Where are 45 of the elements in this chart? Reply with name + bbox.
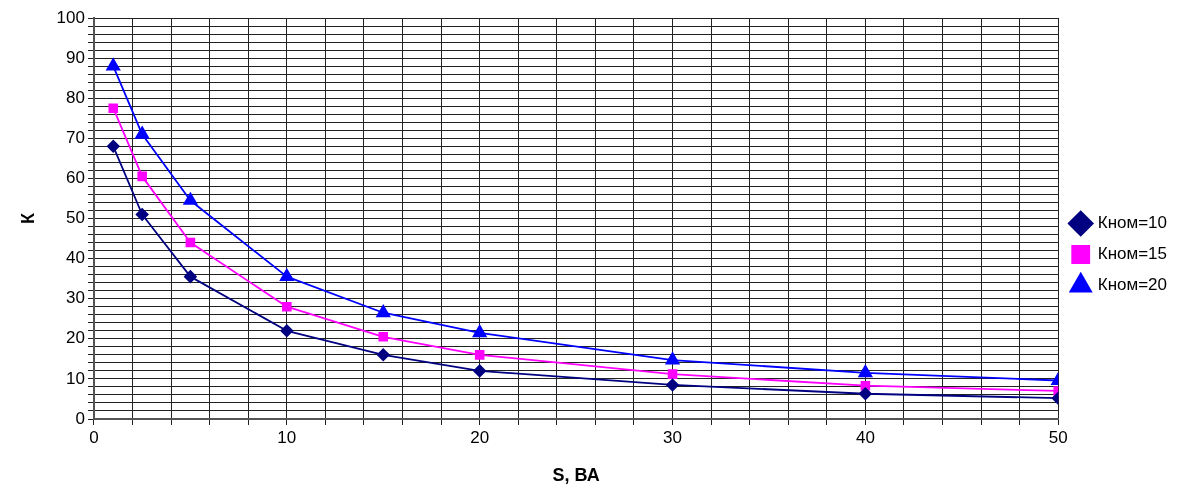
point: [106, 58, 121, 71]
x-tick-label: 40: [855, 427, 875, 447]
y-tick-label: 40: [66, 248, 85, 268]
point: [137, 171, 147, 182]
point: [183, 270, 197, 284]
x-axis-title: S, ВА: [552, 465, 600, 486]
point: [474, 350, 485, 360]
y-tick-label: 50: [66, 208, 85, 228]
y-tick-label: 100: [56, 7, 85, 27]
point: [108, 103, 119, 114]
point: [135, 208, 149, 221]
y-tick-label: 20: [66, 328, 85, 348]
x-tick-label: 20: [470, 427, 490, 447]
point: [279, 268, 294, 282]
legend-label: Кном=20: [1097, 275, 1168, 295]
point: [183, 192, 198, 205]
y-tick-label: 30: [66, 288, 85, 308]
point: [185, 237, 196, 248]
y-tick-label: 10: [66, 368, 85, 388]
point: [376, 304, 391, 318]
point: [376, 348, 390, 362]
x-tick-label: 0: [89, 427, 99, 447]
y-tick-label: 80: [66, 87, 85, 107]
point: [473, 364, 487, 378]
point: [106, 139, 120, 153]
y-tick-label: 0: [75, 408, 85, 428]
point: [472, 324, 487, 338]
point: [378, 332, 389, 342]
point: [282, 301, 292, 312]
point: [280, 324, 294, 338]
x-tick-label: 50: [1048, 427, 1068, 447]
y-axis-title: К: [17, 212, 38, 224]
point: [665, 352, 680, 365]
point: [858, 364, 873, 378]
x-tick-label: 10: [277, 427, 297, 447]
point: [135, 126, 150, 139]
y-tick-label: 60: [66, 168, 85, 188]
x-tick-label: 30: [663, 427, 682, 447]
point: [858, 387, 872, 401]
point: [666, 378, 679, 392]
legend-label: Кном=15: [1097, 244, 1168, 264]
y-tick-label: 70: [66, 127, 85, 147]
legend-label: Кном=10: [1097, 213, 1168, 233]
point: [667, 369, 678, 379]
y-tick-label: 90: [66, 47, 85, 67]
